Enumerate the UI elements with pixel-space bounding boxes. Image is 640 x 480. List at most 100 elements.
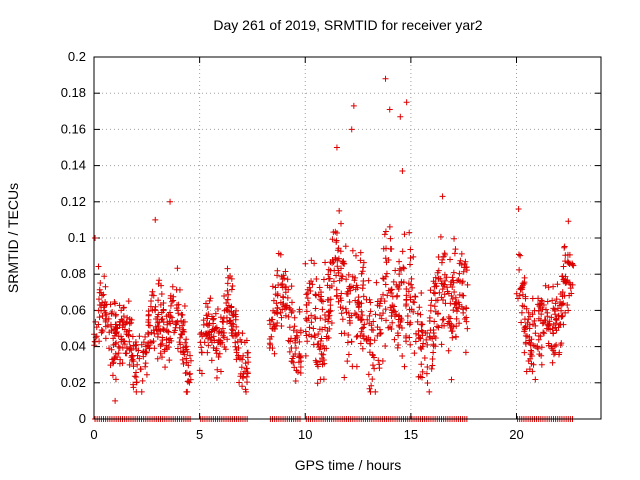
data-point xyxy=(349,363,356,370)
data-point xyxy=(275,250,282,257)
y-tick-label: 0.16 xyxy=(61,121,86,136)
data-point xyxy=(327,302,334,309)
data-point xyxy=(130,358,137,365)
data-point xyxy=(95,321,102,328)
data-point xyxy=(550,330,557,337)
data-point xyxy=(430,349,437,356)
data-point xyxy=(316,284,323,291)
data-point xyxy=(124,314,131,321)
data-point xyxy=(337,220,344,227)
data-point xyxy=(529,295,536,302)
data-point xyxy=(341,330,348,337)
data-point xyxy=(451,250,458,257)
data-point xyxy=(445,290,452,297)
data-point xyxy=(335,245,342,252)
data-point xyxy=(403,99,410,106)
data-point xyxy=(203,312,210,319)
data-point xyxy=(163,342,170,349)
data-point xyxy=(180,360,187,367)
data-point xyxy=(103,301,110,308)
data-point xyxy=(460,268,467,275)
data-point xyxy=(400,265,407,272)
data-point xyxy=(200,321,207,328)
data-point xyxy=(450,307,457,314)
data-point xyxy=(353,333,360,340)
data-point xyxy=(446,320,453,327)
data-point xyxy=(386,223,393,230)
data-point xyxy=(169,283,176,290)
data-point xyxy=(278,314,285,321)
data-point xyxy=(567,285,574,292)
data-point xyxy=(236,379,243,386)
data-point xyxy=(303,317,310,324)
data-point xyxy=(462,264,469,271)
data-point xyxy=(157,350,164,357)
data-point xyxy=(558,307,565,314)
data-point xyxy=(544,298,551,305)
data-point xyxy=(95,296,102,303)
data-point xyxy=(158,290,165,297)
data-point xyxy=(527,351,534,358)
data-point xyxy=(420,340,427,347)
data-point xyxy=(102,283,109,290)
data-point xyxy=(333,144,340,151)
data-point xyxy=(308,257,315,264)
data-point xyxy=(549,359,556,366)
data-point xyxy=(112,376,119,383)
data-point xyxy=(372,311,379,318)
data-point xyxy=(282,268,289,275)
data-point xyxy=(158,309,165,316)
data-point xyxy=(150,338,157,345)
data-point xyxy=(177,334,184,341)
data-point xyxy=(167,198,174,205)
data-point xyxy=(316,326,323,333)
data-point xyxy=(126,327,133,334)
data-point xyxy=(101,273,108,280)
data-point xyxy=(431,283,438,290)
data-point xyxy=(204,349,211,356)
data-point xyxy=(161,348,168,355)
data-point xyxy=(232,332,239,339)
data-point xyxy=(174,345,181,352)
data-point xyxy=(383,270,390,277)
data-point xyxy=(412,330,419,337)
data-point xyxy=(407,246,414,253)
data-point xyxy=(140,349,147,356)
data-point xyxy=(297,329,304,336)
data-point xyxy=(122,350,129,357)
data-point xyxy=(361,321,368,328)
data-point xyxy=(291,364,298,371)
data-point xyxy=(557,299,564,306)
data-point xyxy=(358,300,365,307)
data-point xyxy=(315,330,322,337)
data-point xyxy=(551,306,558,313)
data-point xyxy=(327,259,334,266)
data-point xyxy=(129,353,136,360)
data-point xyxy=(326,325,333,332)
data-point xyxy=(435,253,442,260)
data-point xyxy=(366,296,373,303)
data-point xyxy=(426,318,433,325)
data-point xyxy=(406,229,413,236)
data-point xyxy=(333,286,340,293)
data-point xyxy=(233,349,240,356)
x-tick-label: 20 xyxy=(509,427,523,442)
data-point xyxy=(302,328,309,335)
data-point xyxy=(410,253,417,260)
data-point xyxy=(373,279,380,286)
data-point xyxy=(112,300,119,307)
data-point xyxy=(119,317,126,324)
data-point xyxy=(365,277,372,284)
data-point xyxy=(398,279,405,286)
data-point xyxy=(278,323,285,330)
data-point xyxy=(382,228,389,235)
data-point xyxy=(353,311,360,318)
data-point xyxy=(228,326,235,333)
y-tick-label: 0.18 xyxy=(61,85,86,100)
data-point xyxy=(365,371,372,378)
data-point xyxy=(551,343,558,350)
data-point xyxy=(453,334,460,341)
data-point xyxy=(564,302,571,309)
data-point xyxy=(112,397,119,404)
data-point xyxy=(161,326,168,333)
